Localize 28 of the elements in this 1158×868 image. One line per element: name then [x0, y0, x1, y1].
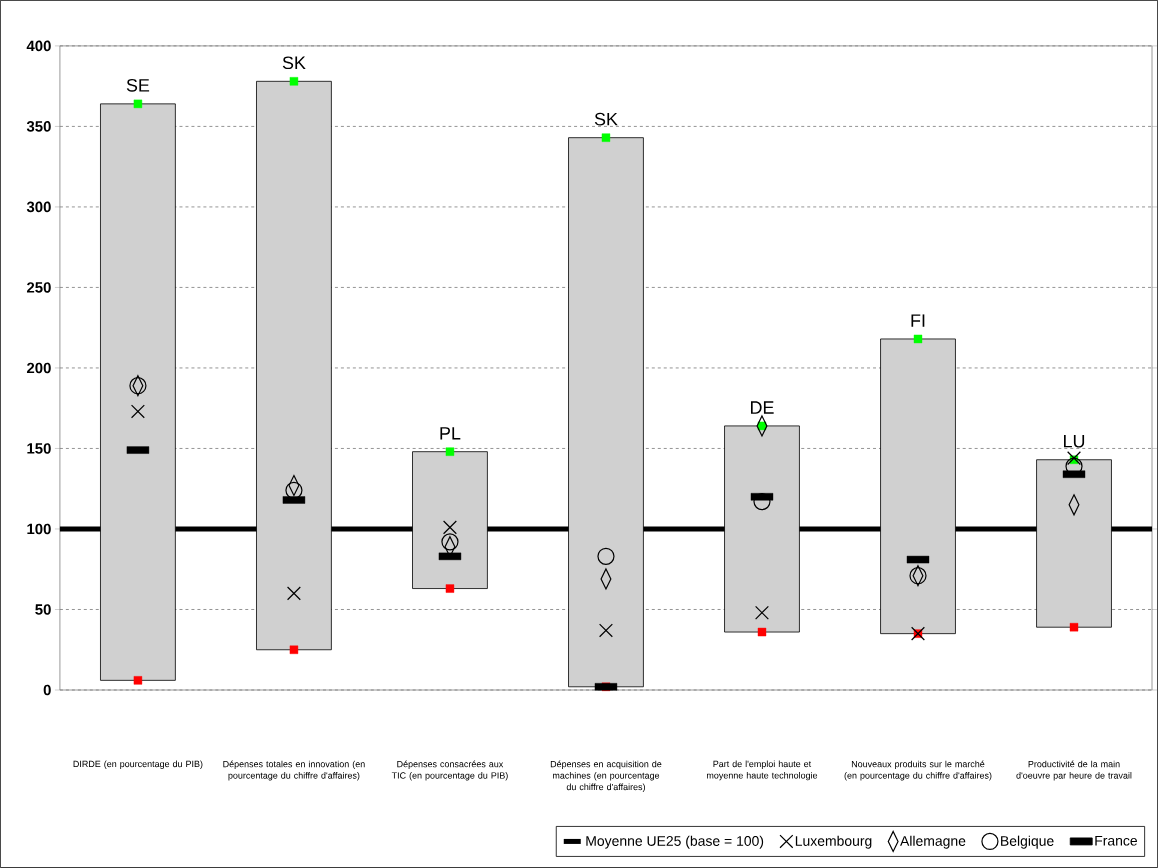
y-tick-label: 200 — [26, 362, 51, 374]
x-tick-label: Productivité de la main d'oeuvre par heure de travail — [1016, 760, 1132, 781]
legend-label: Luxembourg — [795, 835, 872, 849]
annotation: LU — [1064, 435, 1085, 448]
y-tick-label: 300 — [26, 201, 51, 213]
annotation: DE — [750, 401, 774, 414]
x-tick-label: Part de l'emploi haute et moyenne haute technologie — [706, 760, 818, 781]
legend-label: Allemagne — [900, 835, 966, 849]
x-tick-label: DIRDE (en pourcentage du PIB) — [73, 760, 203, 769]
annotation: SK — [282, 56, 306, 70]
x-tick-label: Dépenses en acquisition de machines (en pourcentage du chiffre d'affaires) — [550, 760, 662, 792]
annotation: PL — [440, 427, 461, 440]
x-tick-label: Dépenses consacrées aux TIC (en pourcentage du PIB) — [391, 760, 508, 781]
annotation: SK — [594, 112, 618, 126]
y-tick-label: 100 — [27, 523, 51, 535]
y-tick-label: 400 — [26, 40, 51, 52]
legend-label: France — [1095, 835, 1138, 846]
y-tick-label: 250 — [26, 282, 51, 293]
x-tick-label: Dépenses totales en innovation (en pourcentage du chiffre d'affaires) — [223, 760, 365, 781]
annotation: FI — [911, 314, 925, 327]
annotation: SE — [126, 78, 150, 92]
legend-label: Moyenne UE25 (base = 100) — [586, 835, 764, 849]
y-tick-label: 50 — [35, 604, 51, 615]
legend-label: Belgique — [1001, 835, 1054, 849]
x-tick-label: Nouveaux produits sur le marché (en pourcentage du chiffre d'affaires) — [844, 760, 992, 781]
y-tick-label: 0 — [43, 684, 51, 696]
y-tick-label: 150 — [27, 443, 51, 454]
y-tick-label: 350 — [26, 121, 51, 132]
